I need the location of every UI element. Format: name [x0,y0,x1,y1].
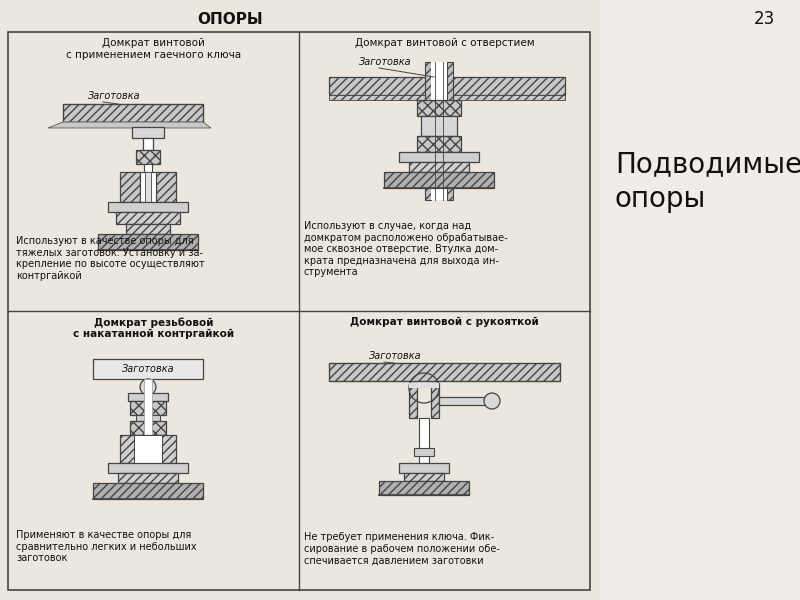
Text: Домкрат резьбовой: Домкрат резьбовой [94,317,214,328]
Bar [409,383,417,418]
Text: Заготовка: Заготовка [88,91,141,101]
Text: ОПОРЫ: ОПОРЫ [197,12,263,27]
Bar [379,481,469,495]
Bar [93,359,203,379]
Bar [447,62,453,200]
Bar [450,95,565,100]
Bar [63,104,203,122]
Bar [126,224,170,234]
Bar [600,0,800,600]
Bar [136,415,160,421]
Bar [399,152,479,162]
Bar [329,363,560,381]
Bar [8,32,590,590]
Bar [329,95,428,100]
Bar [417,100,461,116]
Bar [431,383,439,418]
Text: Используют в случае, когда над
домкратом расположено обрабатывае-
мое сквозное о: Используют в случае, когда над домкратом… [304,221,508,277]
Bar [120,172,140,202]
Bar [421,116,457,136]
Circle shape [140,379,156,395]
Text: Используют в качестве опоры для
тяжелых заготовок. Установку и за-
крепление по : Используют в качестве опоры для тяжелых … [16,236,205,281]
Bar [384,172,494,188]
Bar [417,136,461,152]
Bar [144,164,152,172]
Bar [128,393,168,401]
Bar [409,383,439,388]
Text: с применением гаечного ключа: с применением гаечного ключа [66,50,241,60]
Bar [130,421,166,435]
Bar [419,418,429,463]
Bar [144,379,152,485]
Text: опоры: опоры [615,185,706,213]
Bar [116,212,180,224]
Bar [143,138,153,150]
Bar [140,172,156,202]
Bar [431,62,447,200]
Bar [134,435,162,463]
Bar [399,463,449,473]
Bar [439,397,489,405]
Bar [409,162,469,172]
Bar [98,234,198,250]
Bar [120,435,176,463]
Text: Домкрат винтовой с отверстием: Домкрат винтовой с отверстием [354,38,534,48]
Text: Не требует применения ключа. Фик-
сирование в рабочем положении обе-
спечивается: Не требует применения ключа. Фик- сирова… [304,532,500,565]
Text: Заготовка: Заготовка [122,364,174,374]
Bar [329,77,428,95]
Bar [425,62,431,200]
Text: Заготовка: Заготовка [359,57,412,67]
Text: Подводимые: Подводимые [615,150,800,178]
Bar [404,473,444,481]
Bar [118,473,178,483]
Text: Домкрат винтовой: Домкрат винтовой [102,38,205,48]
Bar [145,172,151,202]
Bar [136,150,160,164]
Bar [108,463,188,473]
Polygon shape [48,122,211,128]
Bar [156,172,176,202]
Bar [414,448,434,456]
Bar [93,483,203,499]
Text: Заготовка: Заготовка [369,351,422,361]
Bar [0,0,600,600]
Bar [450,77,565,95]
Bar [108,202,188,212]
Text: с накатанной контргайкой: с накатанной контргайкой [73,329,234,339]
Text: Применяют в качестве опоры для
сравнительно легких и небольших
заготовок: Применяют в качестве опоры для сравнител… [16,530,197,563]
Text: 23: 23 [754,10,775,28]
Bar [132,127,164,138]
Circle shape [484,393,500,409]
Text: Домкрат винтовой с рукояткой: Домкрат винтовой с рукояткой [350,317,539,327]
Bar [130,401,166,415]
